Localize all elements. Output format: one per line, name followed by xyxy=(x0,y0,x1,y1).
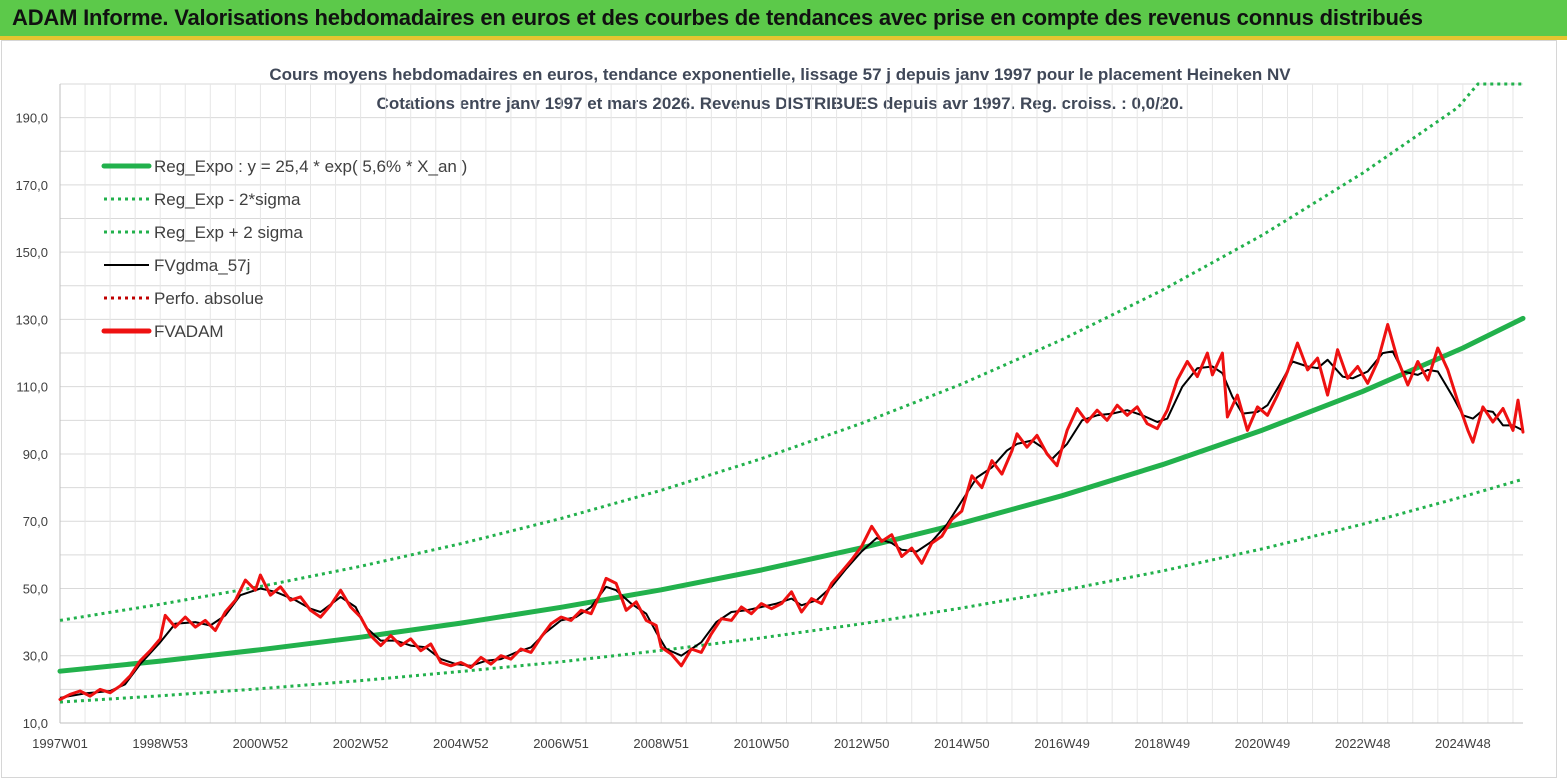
y-tick-label: 50,0 xyxy=(23,581,48,596)
legend-entry: Reg_Exp + 2 sigma xyxy=(154,223,303,242)
x-tick-label: 2008W51 xyxy=(633,736,689,751)
x-tick-label: 1997W01 xyxy=(32,736,88,751)
y-tick-label: 110,0 xyxy=(16,380,48,395)
y-tick-label: 170,0 xyxy=(15,178,48,193)
page-title: ADAM Informe. Valorisations hebdomadaire… xyxy=(12,5,1423,30)
x-tick-label: 2006W51 xyxy=(533,736,589,751)
line-chart: Cours moyens hebdomadaires en euros, ten… xyxy=(15,65,1526,751)
y-tick-label: 190,0 xyxy=(15,111,48,126)
x-tick-label: 2018W49 xyxy=(1134,736,1190,751)
x-tick-label: 2014W50 xyxy=(934,736,990,751)
legend-entry: FVADAM xyxy=(154,322,224,341)
series-line-fvadam xyxy=(58,323,1525,701)
x-tick-label: 1998W53 xyxy=(132,736,188,751)
x-tick-label: 2024W48 xyxy=(1435,736,1491,751)
x-tick-label: 2022W48 xyxy=(1335,736,1391,751)
chart-title-line: Cotations entre janv 1997 et mars 2026. … xyxy=(377,94,1184,113)
y-tick-label: 150,0 xyxy=(15,245,48,260)
header-divider xyxy=(0,36,1567,40)
x-tick-label: 2020W49 xyxy=(1235,736,1291,751)
series-line-reg-expo-y-25-4-exp-5-6-x-an xyxy=(57,315,1526,674)
x-tick-label: 2012W50 xyxy=(834,736,890,751)
y-tick-label: 130,0 xyxy=(15,312,48,327)
x-tick-label: 2016W49 xyxy=(1034,736,1090,751)
y-tick-label: 70,0 xyxy=(23,514,48,529)
series-line-reg-exp-2-sigma xyxy=(59,82,1523,622)
y-tick-label: 90,0 xyxy=(23,447,48,462)
header-bar: ADAM Informe. Valorisations hebdomadaire… xyxy=(0,0,1567,36)
x-tick-label: 2004W52 xyxy=(433,736,489,751)
chart-area: Cours moyens hebdomadaires en euros, ten… xyxy=(1,40,1557,778)
legend-entry: FVgdma_57j xyxy=(154,256,250,275)
chart-title-line: Cours moyens hebdomadaires en euros, ten… xyxy=(269,65,1291,84)
x-tick-label: 2000W52 xyxy=(233,736,289,751)
x-tick-label: 2010W50 xyxy=(734,736,790,751)
legend-entry: Reg_Expo : y = 25,4 * exp( 5,6% * X_an ) xyxy=(154,157,467,176)
legend-entry: Reg_Exp - 2*sigma xyxy=(154,190,301,209)
y-tick-label: 30,0 xyxy=(23,649,48,664)
y-tick-label: 10,0 xyxy=(23,716,48,731)
legend-entry: Perfo. absolue xyxy=(154,289,264,308)
x-tick-label: 2002W52 xyxy=(333,736,389,751)
